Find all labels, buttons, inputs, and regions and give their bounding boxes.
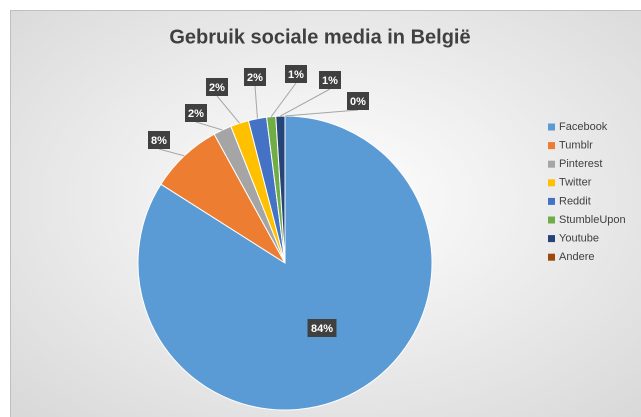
data-label-box bbox=[319, 71, 341, 89]
leader-line bbox=[158, 148, 185, 157]
legend-label: Andere bbox=[559, 251, 594, 263]
leader-line bbox=[270, 82, 297, 117]
leader-line bbox=[195, 121, 223, 131]
legend-swatch bbox=[548, 216, 555, 224]
slices bbox=[137, 115, 433, 411]
leader-line bbox=[280, 88, 331, 117]
data-label: 2% bbox=[188, 108, 204, 120]
legend-label: Tumblr bbox=[559, 140, 593, 152]
legend-label: Youtube bbox=[559, 233, 599, 245]
leader-line bbox=[254, 85, 258, 119]
data-label: 2% bbox=[247, 72, 263, 84]
data-label-box bbox=[185, 104, 207, 122]
legend-swatch bbox=[548, 253, 555, 261]
legend-swatch bbox=[548, 123, 555, 131]
data-label: 2% bbox=[209, 82, 225, 94]
leader-line bbox=[216, 95, 240, 124]
data-label-box bbox=[244, 68, 266, 86]
data-label: 84% bbox=[311, 323, 333, 335]
data-labels: 84% 8% 2% 2% 2% 1% 1% 0% bbox=[148, 65, 369, 337]
legend-label: Reddit bbox=[559, 195, 591, 207]
data-label-box bbox=[206, 78, 228, 96]
data-label-box bbox=[285, 65, 307, 83]
legend-swatch bbox=[548, 197, 555, 205]
legend-swatch bbox=[548, 235, 555, 243]
data-label: 0% bbox=[350, 96, 366, 108]
data-label: 1% bbox=[322, 75, 338, 87]
leader-line bbox=[284, 109, 359, 117]
data-label-box bbox=[347, 92, 369, 110]
legend-label: Facebook bbox=[559, 121, 608, 133]
data-label: 1% bbox=[288, 69, 304, 81]
legend-swatch bbox=[548, 142, 555, 150]
legend-swatch bbox=[548, 179, 555, 187]
legend-label: StumbleUpon bbox=[559, 214, 626, 226]
chart-title: Gebruik sociale media in België bbox=[169, 26, 470, 48]
legend-label: Twitter bbox=[559, 177, 592, 189]
data-label: 8% bbox=[151, 135, 167, 147]
legend-swatch bbox=[548, 160, 555, 168]
legend: Facebook Tumblr Pinterest Twitter Reddit Stum… bbox=[548, 121, 626, 263]
data-label-box bbox=[307, 319, 337, 337]
data-label-box bbox=[148, 131, 170, 149]
legend-label: Pinterest bbox=[559, 158, 602, 170]
